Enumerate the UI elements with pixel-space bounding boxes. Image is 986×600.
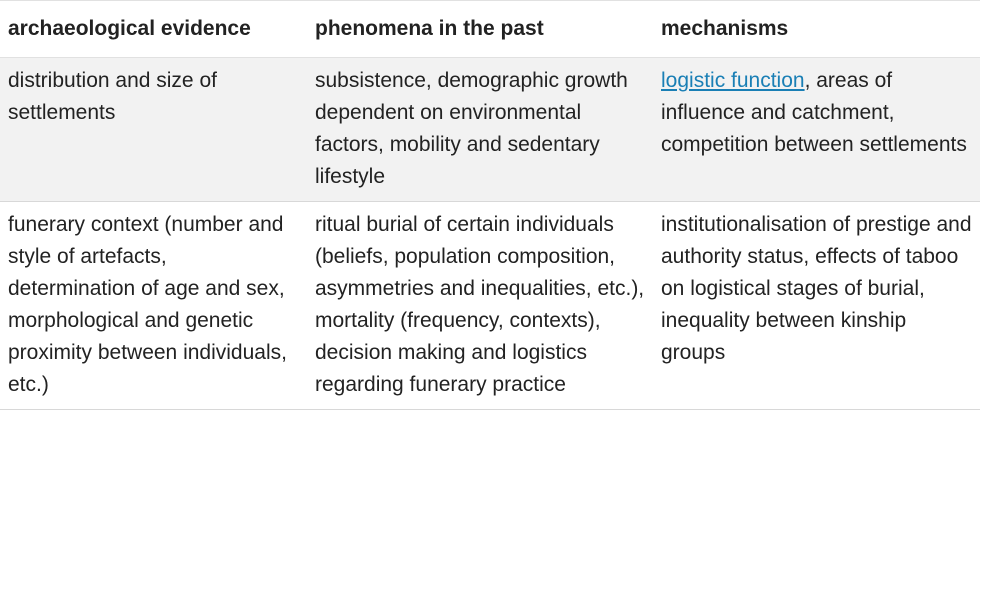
cell-mechanisms-text: , areas of influence and catchment, comp… [661, 69, 967, 156]
logistic-function-link[interactable]: logistic function [661, 69, 805, 92]
cell-mechanisms: institutionalisation of prestige and aut… [653, 201, 980, 410]
cell-mechanisms: logistic function, areas of influence an… [653, 57, 980, 202]
cell-evidence: distribution and size of settlements [0, 57, 307, 202]
table-row: distribution and size of settlements sub… [0, 57, 980, 202]
column-header-archaeological-evidence: archaeological evidence [0, 0, 307, 58]
table-row: funerary context (number and style of ar… [0, 201, 980, 410]
cell-phenomena: subsistence, demographic growth dependen… [307, 57, 653, 202]
cell-phenomena: ritual burial of certain individuals (be… [307, 201, 653, 410]
cell-evidence: funerary context (number and style of ar… [0, 201, 307, 410]
column-header-mechanisms: mechanisms [653, 0, 980, 58]
evidence-table: archaeological evidence phenomena in the… [0, 0, 980, 410]
column-header-phenomena-in-the-past: phenomena in the past [307, 0, 653, 58]
header-row: archaeological evidence phenomena in the… [0, 0, 980, 58]
